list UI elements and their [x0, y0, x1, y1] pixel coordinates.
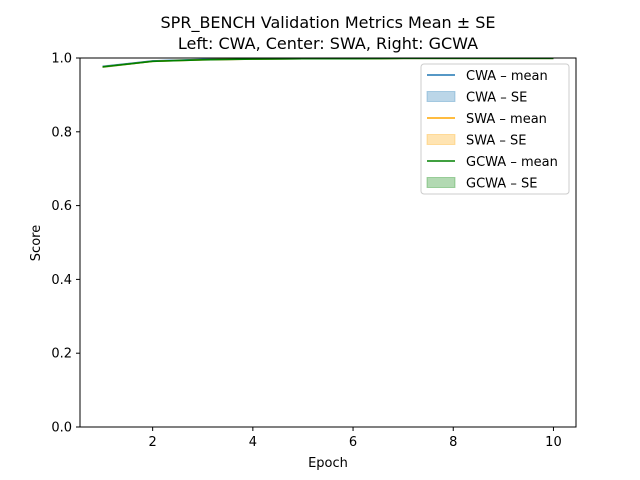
y-tick-label-5: 1.0 [51, 52, 72, 67]
y-axis-label: Score [29, 225, 44, 261]
y-tick-label-2: 0.4 [51, 273, 72, 288]
x-tick-label-3: 8 [449, 435, 457, 450]
x-tick-label-1: 4 [249, 435, 257, 450]
y-tick-label-0: 0.0 [51, 421, 72, 436]
chart-subtitle: Left: CWA, Center: SWA, Right: GCWA [178, 34, 478, 53]
legend-label-se-1: SWA – SE [466, 134, 527, 149]
x-tick-label-4: 10 [545, 435, 562, 450]
x-axis-label: Epoch [308, 456, 348, 471]
y-axis: 0.0 0.2 0.4 0.6 0.8 1.0 [51, 52, 80, 436]
x-tick-label-2: 6 [349, 435, 357, 450]
legend-band-swatch-1 [426, 134, 456, 145]
x-tick-label-0: 2 [149, 435, 157, 450]
legend-band-swatch-2 [426, 177, 456, 188]
legend-label-mean-1: SWA – mean [466, 112, 547, 127]
y-tick-label-1: 0.2 [51, 347, 72, 362]
chart-title: SPR_BENCH Validation Metrics Mean ± SE [161, 13, 496, 33]
legend: CWA – mean CWA – SE SWA – mean SWA – SE GCWA… [420, 63, 570, 195]
legend-label-se-0: CWA – SE [466, 91, 527, 106]
legend-band-swatch-0 [426, 91, 456, 102]
axes-frame [79, 57, 577, 428]
legend-label-mean-0: CWA – mean [466, 69, 548, 84]
legend-label-se-2: GCWA – SE [466, 177, 537, 192]
legend-box [420, 63, 570, 195]
y-tick-label-4: 0.8 [51, 125, 72, 140]
legend-label-mean-2: GCWA – mean [466, 155, 558, 170]
x-axis: 2 4 6 8 10 [149, 427, 562, 450]
y-tick-label-3: 0.6 [51, 199, 72, 214]
